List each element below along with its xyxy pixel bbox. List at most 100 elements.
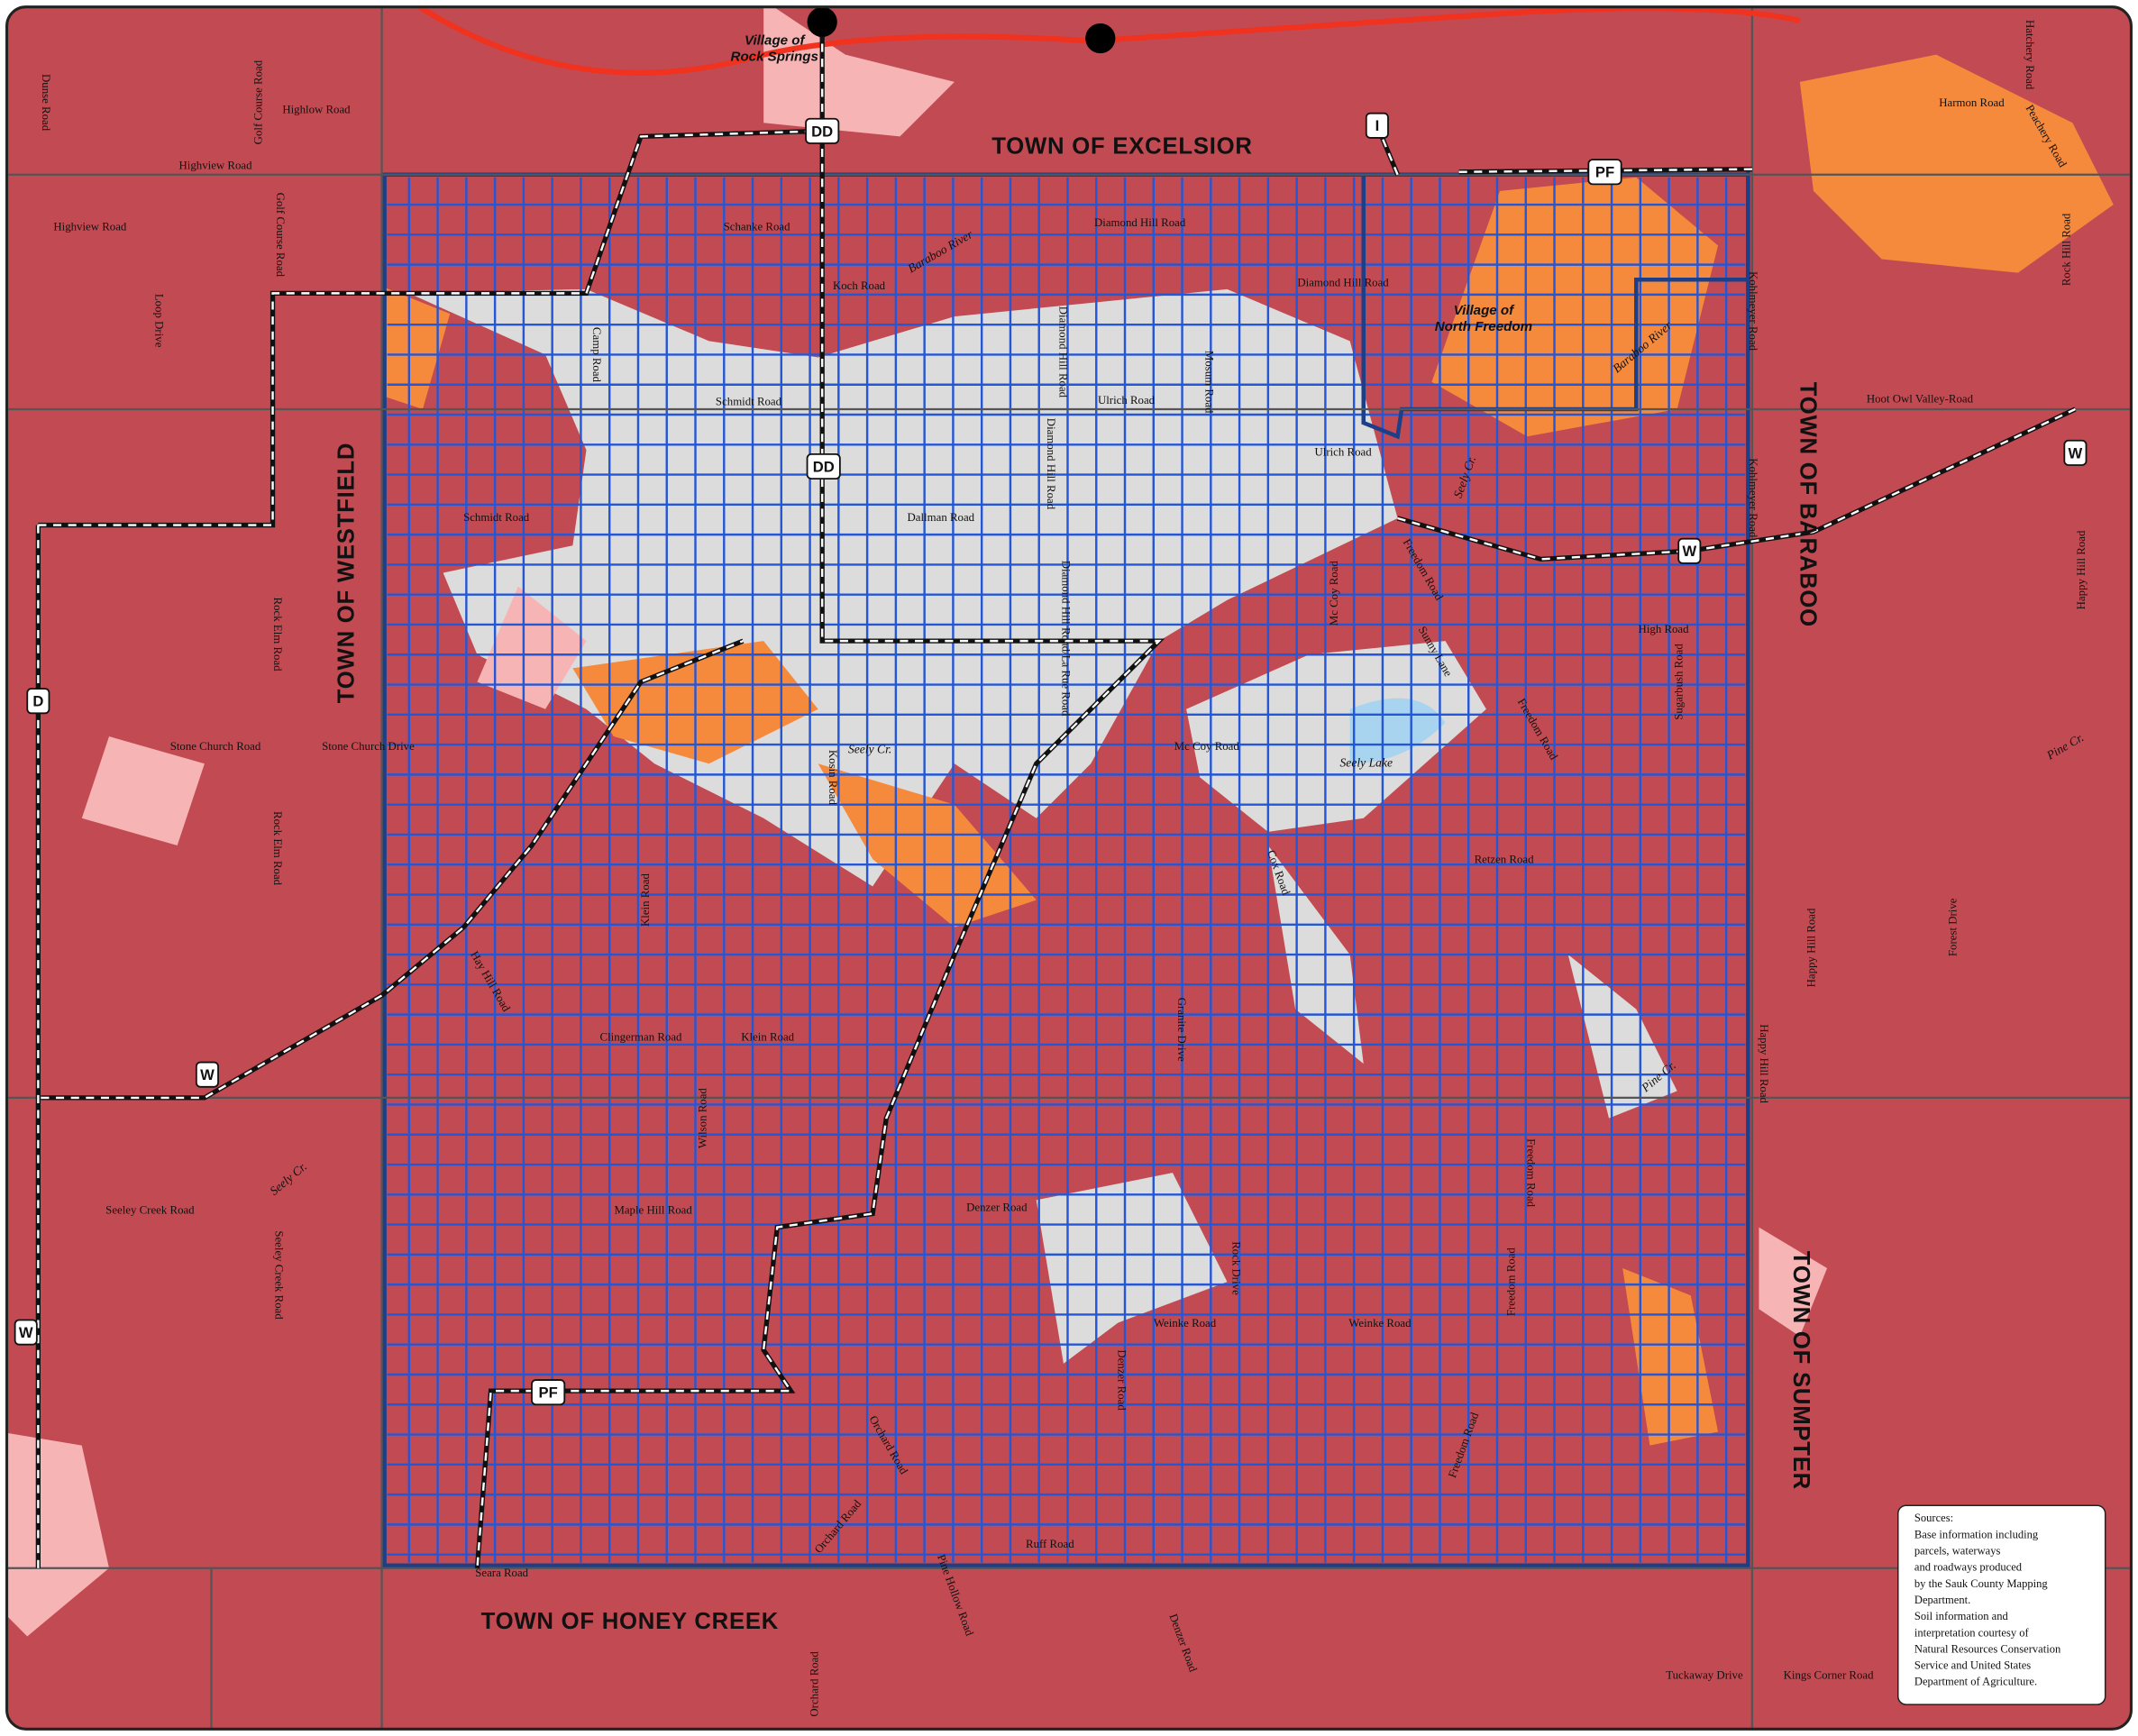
road-label: Mosum Road [1202, 351, 1215, 414]
road-label: Camp Road [590, 327, 603, 383]
sources-box [1896, 1504, 2106, 1705]
road-label: Schanke Road [724, 221, 790, 233]
village-label: Village of [745, 33, 807, 49]
road-label: Diamond Hill Road/La Rue Road [1060, 561, 1073, 717]
highway-shield [1365, 112, 1389, 139]
town-label: TOWN OF EXCELSIOR [991, 133, 1252, 159]
sources-text: Soil information and [1914, 1610, 2009, 1622]
road-label: Schmidt Road [716, 395, 782, 407]
road-label: Dunse Road [40, 74, 52, 132]
road-label: Golf Course Road [274, 193, 287, 278]
sources-text: Department of Agriculture. [1914, 1676, 2037, 1688]
village-label: Rock Springs [731, 50, 818, 65]
village-label: North Freedom [1435, 319, 1532, 334]
road-label: Happy Hill Road [1805, 908, 1817, 987]
road-label: Highview Road [53, 221, 127, 233]
highway-shield-label: W [2069, 444, 2083, 461]
road-label: Hoot Owl Valley-Road [1867, 392, 1974, 405]
map-frame [5, 5, 2133, 1731]
road-label: Ulrich Road [1098, 394, 1156, 407]
road-label: Kohlmeyer Road [1747, 458, 1759, 538]
road-label: Seeley Creek Road [273, 1230, 286, 1320]
highway-shield-label: W [1682, 543, 1696, 560]
soil-orange [381, 54, 2114, 1446]
highway-shield [805, 117, 840, 144]
road-label: Ruff Road [1026, 1538, 1074, 1550]
rail-stop [1085, 23, 1116, 54]
road-label: Highview Road [179, 160, 253, 172]
road-label: Koch Road [833, 279, 886, 292]
highway-shield-label: D [32, 693, 43, 710]
road-label: Orchard Road [809, 1651, 821, 1717]
road-label: Diamond Hill Road [1094, 216, 1186, 229]
road-label: Diamond Hill Road [1045, 418, 1057, 510]
road-label: Weinke Road [1154, 1317, 1217, 1329]
road-label: Forest Drive [1947, 898, 1960, 956]
town-label: TOWN OF HONEY CREEK [481, 1609, 779, 1634]
road-label: Seara Road [475, 1567, 528, 1579]
sources-text: Natural Resources Conservation [1914, 1642, 2061, 1655]
road-label: High Road [1639, 623, 1690, 635]
sources-text: Service and United States [1914, 1659, 2031, 1672]
road-label: Mc Coy Road [1328, 561, 1340, 626]
road-label: Granite Drive [1175, 998, 1188, 1062]
sources-text: interpretation courtesy of [1914, 1626, 2030, 1639]
road-label: Weinke Road [1348, 1317, 1412, 1329]
highway-shield-label: DD [811, 123, 833, 140]
road-label: Happy Hill Road [2075, 530, 2088, 609]
highway-shield [195, 1061, 219, 1088]
highway-shield-label: I [1375, 117, 1380, 134]
road-label: Dallman Road [908, 511, 975, 524]
road-label: Happy Hill Road [1758, 1024, 1770, 1103]
stream-label: Seely Lake [1339, 755, 1393, 769]
road-label: Stone Church Road [170, 740, 261, 753]
road-label: Golf Course Road [251, 59, 264, 144]
road-label: Kings Corner Road [1784, 1668, 1874, 1681]
town-label: TOWN OF SUMPTER [1788, 1251, 1814, 1490]
road-label: Harmon Road [1939, 96, 2005, 109]
highway-shield [26, 688, 50, 715]
road-label: Klein Road [639, 873, 652, 927]
road-label: Rock Drive [1230, 1241, 1243, 1295]
road-label: Ulrich Road [1314, 445, 1372, 458]
sources-text: by the Sauk County Mapping [1914, 1577, 2048, 1590]
road-label: Denzer Road [966, 1201, 1028, 1213]
road-label: Highlow Road [282, 104, 351, 116]
highway-shield [1587, 159, 1622, 186]
town-label: TOWN OF BARABOO [1795, 382, 1821, 627]
sources-text: Department. [1914, 1594, 1970, 1606]
road-label: Loop Drive [153, 294, 166, 348]
sources-text: parcels, waterways [1914, 1545, 2001, 1558]
highway-shield-label: PF [539, 1384, 558, 1402]
highway-shield-label: DD [813, 458, 835, 475]
road-label: Seeley Creek Road [105, 1203, 195, 1216]
highway-shield [14, 1319, 38, 1346]
stream-label: Seely Cr. [848, 742, 891, 755]
road-label: Maple Hill Road [614, 1203, 692, 1216]
road-label: Rock Elm Road [271, 598, 284, 672]
highway-shield [531, 1379, 566, 1406]
road-label: Denzer Road [1116, 1349, 1128, 1411]
road-label: Clingerman Road [600, 1030, 683, 1043]
road-label: Rock Elm Road [271, 811, 284, 886]
road-label: Hatchery Road [2024, 20, 2036, 90]
village-label: Village of [1454, 303, 1516, 318]
highway-shield [2063, 439, 2088, 466]
road-label: Sugarbush Road [1673, 644, 1686, 720]
sources-text: Sources: [1914, 1512, 1953, 1524]
road-label: Wilson Road [697, 1088, 709, 1148]
road-label: Kosin Road [827, 750, 839, 806]
road-label: Freedom Road [1524, 1138, 1537, 1208]
road-label: Kohlmeyer Road [1747, 271, 1759, 352]
soil-gray [1036, 845, 1677, 1364]
road-label: Klein Road [741, 1030, 794, 1043]
road-label: Retzen Road [1475, 854, 1535, 866]
sources-text: and roadways produced [1914, 1561, 2023, 1574]
highway-shield [1677, 537, 1702, 564]
road-label: Stone Church Drive [322, 740, 415, 753]
road-label: Schmidt Road [463, 511, 530, 524]
